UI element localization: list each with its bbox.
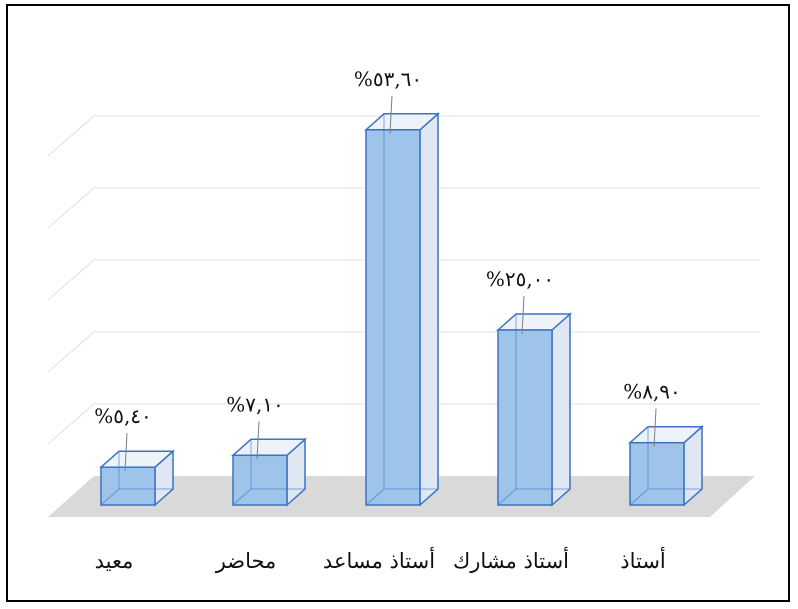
bar-front <box>365 129 421 506</box>
bar-side <box>419 112 439 507</box>
bar-front <box>629 441 685 506</box>
data-label: %٥٣,٦٠ <box>354 67 422 91</box>
data-label: %٢٥,٠٠ <box>486 267 554 291</box>
category-labels: معيد محاضر أستاذ مساعد أستاذ مشارك أستاذ <box>95 546 666 574</box>
category-label: معيد <box>95 549 134 573</box>
bar-front <box>100 466 156 506</box>
bars <box>99 112 704 507</box>
label-leader <box>653 408 657 447</box>
bar <box>99 449 175 507</box>
data-labels: %٥,٤٠ %٧,١٠ %٥٣,٦٠ %٢٥,٠٠ %٨,٩٠ <box>94 67 681 428</box>
bar <box>496 312 572 507</box>
bar-front <box>497 329 553 506</box>
data-label: %٥,٤٠ <box>94 404 152 428</box>
category-label: أستاذ مشارك <box>453 546 569 574</box>
bar <box>364 112 440 507</box>
data-label: %٧,١٠ <box>226 392 284 416</box>
label-leader <box>389 95 393 134</box>
category-label: محاضر <box>215 549 277 574</box>
bar <box>628 425 704 507</box>
gridline-side <box>47 115 95 157</box>
gridline-side <box>47 259 95 301</box>
gridline-side <box>47 403 95 445</box>
label-leader <box>521 295 525 335</box>
label-leader <box>256 421 260 460</box>
label-leader <box>124 433 128 472</box>
gridline-side <box>47 331 95 373</box>
category-label: أستاذ <box>620 546 666 573</box>
bar-side <box>551 312 571 507</box>
label-leaders <box>124 95 657 472</box>
data-label: %٨,٩٠ <box>623 380 681 404</box>
gridline-side <box>47 187 95 229</box>
category-label: أستاذ مساعد <box>323 546 435 573</box>
bar <box>231 437 307 507</box>
